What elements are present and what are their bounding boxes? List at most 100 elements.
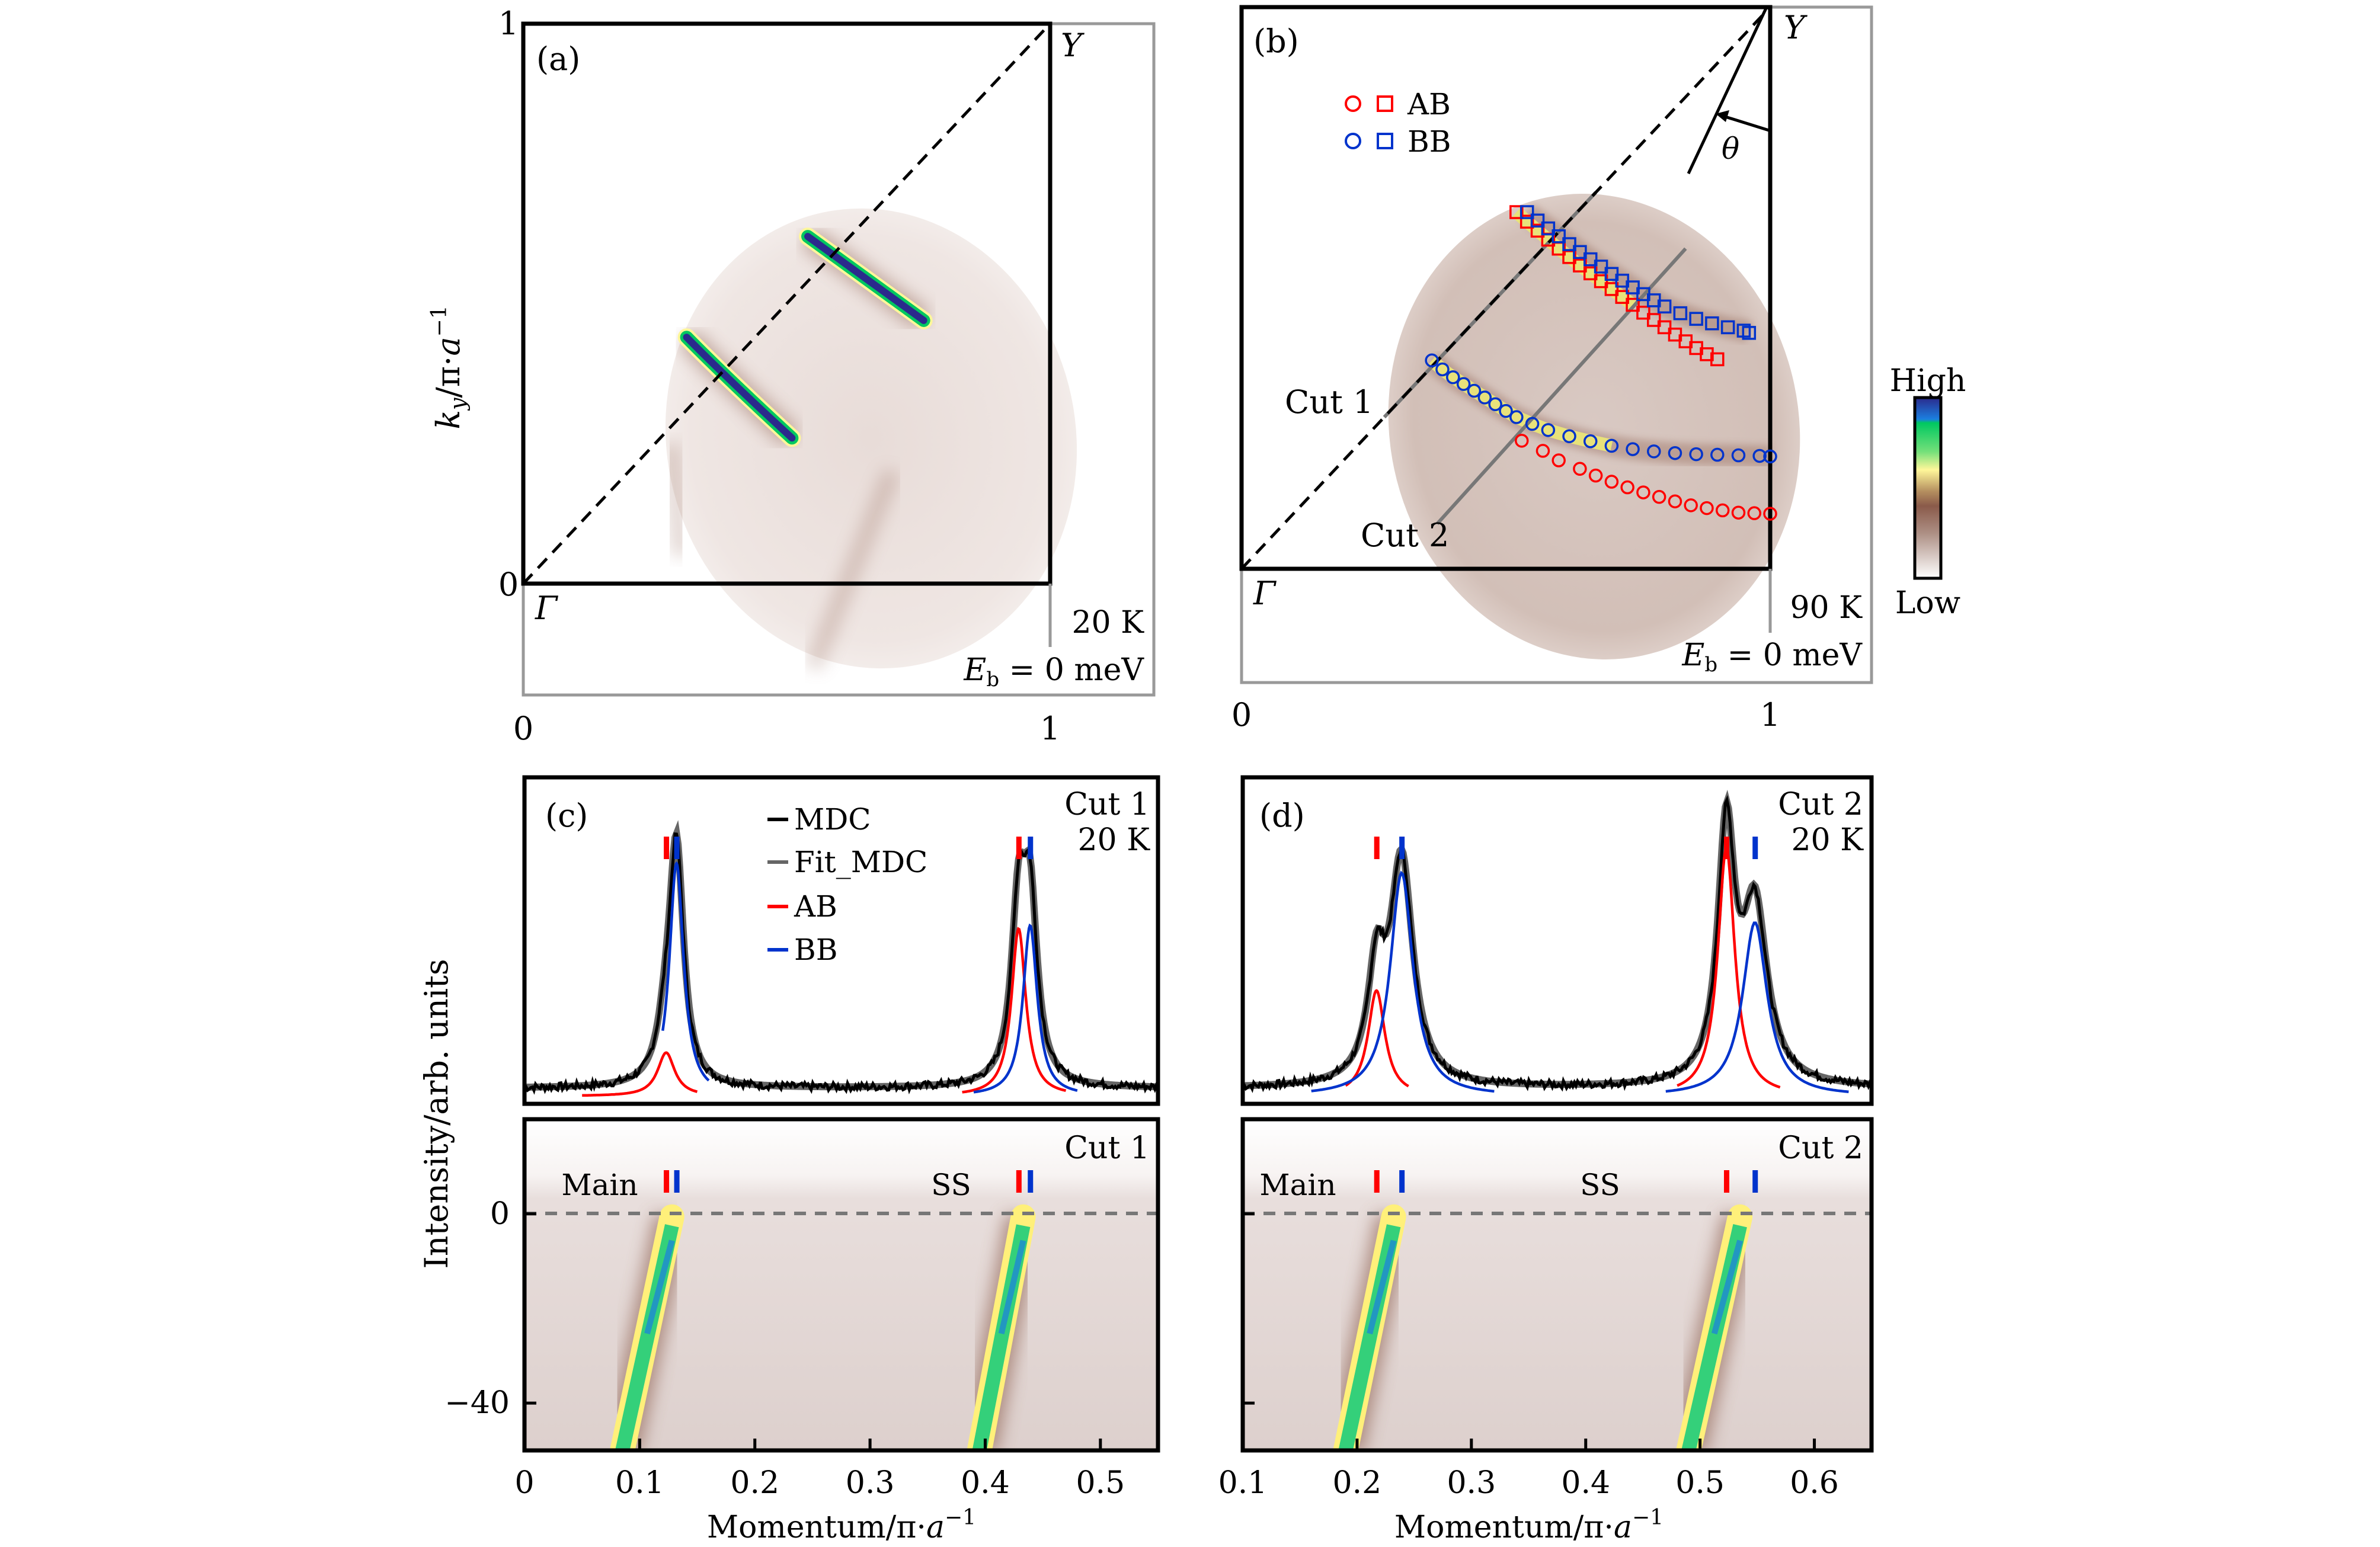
fermi-point-circle (1488, 397, 1502, 411)
panel-c-mdc: (c) Cut 1 20 K MDC Fit_MDC AB BB (522, 775, 1160, 1106)
bb-lorentzian (1665, 921, 1849, 1093)
fermi-point-circle (1562, 429, 1576, 444)
x-tick-label: 0.3 (846, 1465, 895, 1501)
ab-lorentzian (1677, 846, 1781, 1089)
panel-c-ss-label: SS (931, 1168, 971, 1202)
fermi-point-circle (1620, 480, 1634, 495)
fermi-point-square (1636, 305, 1650, 320)
fermi-point-circle (1477, 390, 1492, 405)
legend-fit-label: Fit_MDC (794, 845, 927, 879)
fermi-point-square (1530, 223, 1545, 238)
colorbar-high-label: High (1890, 363, 1966, 399)
fermi-point-square (1647, 313, 1661, 327)
panel-c-cut-label: Cut 1 (1064, 787, 1150, 822)
panel-d-dispersion: 0.1 0.2 0.3 0.4 0.5 0.6 Cut 2 Main SS Momentu… (1218, 1117, 1874, 1545)
fermi-point-circle (1509, 410, 1524, 424)
fermi-point-square (1673, 306, 1688, 321)
fermi-point-circle (1763, 449, 1777, 464)
fermi-point-circle (1467, 383, 1482, 398)
fermi-point-circle (1499, 403, 1513, 418)
panel-a-diagonal (522, 23, 1051, 585)
bb-kf-marker (1399, 1170, 1405, 1193)
ab-kf-marker (1016, 1170, 1022, 1193)
panel-d-mdc: (d) Cut 2 20 K (1240, 775, 1874, 1106)
ab-peak-marker (1374, 837, 1380, 859)
fermi-point-circle (1763, 507, 1777, 521)
mdc-curve (524, 832, 1158, 1095)
panel-d-dispersion-cut: Cut 2 (1778, 1130, 1863, 1166)
fermi-point-square (1562, 237, 1576, 251)
x-tick-label: 0 (514, 1465, 534, 1501)
panel-c-ytick-m40: −40 (444, 1385, 510, 1421)
fermi-point-circle (1515, 434, 1529, 448)
panel-d-dispersion-bg (1243, 1119, 1872, 1450)
x-tick-label: 0.2 (730, 1465, 779, 1501)
bb-peak-marker (1028, 837, 1034, 859)
panel-c-temp-label: 20 K (1077, 822, 1150, 858)
panel-a-bz-box (521, 21, 1053, 586)
panel-d-frame (1240, 775, 1874, 1106)
panel-d-markers (1374, 837, 1758, 859)
panel-c-legend: MDC Fit_MDC AB BB (767, 802, 927, 967)
fermi-point-square (1615, 290, 1629, 304)
fermi-point-square (1552, 229, 1566, 244)
fermi-point-circle (1700, 501, 1714, 515)
panel-b-diagonal (1240, 6, 1771, 570)
fermi-point-square (1530, 213, 1545, 228)
panel-b-gamma-point: Γ (1253, 575, 1277, 612)
fermi-point-square (1742, 326, 1757, 340)
intensity-ylabel: Intensity/arb. units (418, 959, 455, 1269)
panel-c-xlabel: Momentum/π·a−1 (707, 1506, 976, 1545)
fermi-point-circle (1525, 417, 1540, 431)
band-core (998, 1239, 1026, 1335)
legend-bb-square (1377, 133, 1393, 149)
fermi-point-square (1657, 299, 1672, 314)
fermi-point-circle (1604, 438, 1619, 453)
bb-kf-marker (1752, 1170, 1758, 1193)
panel-b-legend: AB BB (1345, 87, 1451, 159)
colorbar-low-label: Low (1895, 585, 1960, 621)
fermi-point-circle (1647, 444, 1661, 459)
panel-a-temperature: 20 K (1071, 605, 1144, 640)
fermi-point-circle (1668, 494, 1682, 508)
fermi-point-square (1520, 214, 1534, 229)
x-tick-label: 0.5 (1675, 1465, 1725, 1501)
panel-b-xtick-1: 1 (1760, 696, 1780, 734)
panel-a-bands (661, 226, 933, 671)
ab-kf-marker (1724, 1170, 1730, 1193)
panel-a-label: (a) (536, 40, 580, 78)
panel-c-markers (664, 837, 1034, 859)
panel-a: (a) Y Γ 20 K Eb = 0 meV 1 0 0 1 ky/π·a−1 (427, 5, 1156, 747)
panel-b-temperature: 90 K (1790, 590, 1863, 626)
colorbar: High Low (1890, 363, 1966, 621)
band-core (804, 233, 927, 324)
panel-d-xlabel: Momentum/π·a−1 (1394, 1506, 1664, 1545)
bb-kf-marker (1028, 1170, 1034, 1193)
ab-lorentzian (1345, 989, 1409, 1088)
fermi-point-circle (1541, 423, 1556, 437)
x-tick-label: 0.6 (1790, 1465, 1839, 1501)
panel-a-ylabel: ky/π·a−1 (427, 305, 471, 429)
fermi-point-square (1720, 320, 1735, 335)
bb-lorentzian (661, 861, 710, 1082)
fermi-point-circle (1588, 468, 1603, 483)
fermi-point-circle (1752, 449, 1767, 463)
legend-ab-square (1377, 95, 1393, 112)
panel-c-ytick-0: 0 (490, 1196, 510, 1232)
fermi-point-square (1710, 352, 1725, 367)
fermi-point-square (1626, 297, 1640, 312)
panel-b-fermi-points (1425, 205, 1777, 521)
legend-ab-label: AB (1407, 87, 1451, 121)
panel-d-ss-label: SS (1580, 1168, 1620, 1202)
band-core (1711, 1239, 1743, 1335)
panel-c-dispersion-markers (664, 1170, 1034, 1193)
ab-kf-marker (664, 1170, 670, 1193)
bb-lorentzian (973, 923, 1078, 1094)
panel-d-main-label: Main (1259, 1168, 1336, 1202)
panel-c-curves (524, 820, 1158, 1097)
panel-d-label: (d) (1259, 797, 1305, 834)
panel-b-bz-box (1239, 5, 1773, 571)
panel-b-cut1-label: Cut 1 (1285, 383, 1373, 421)
fermi-point-circle (1626, 442, 1640, 456)
